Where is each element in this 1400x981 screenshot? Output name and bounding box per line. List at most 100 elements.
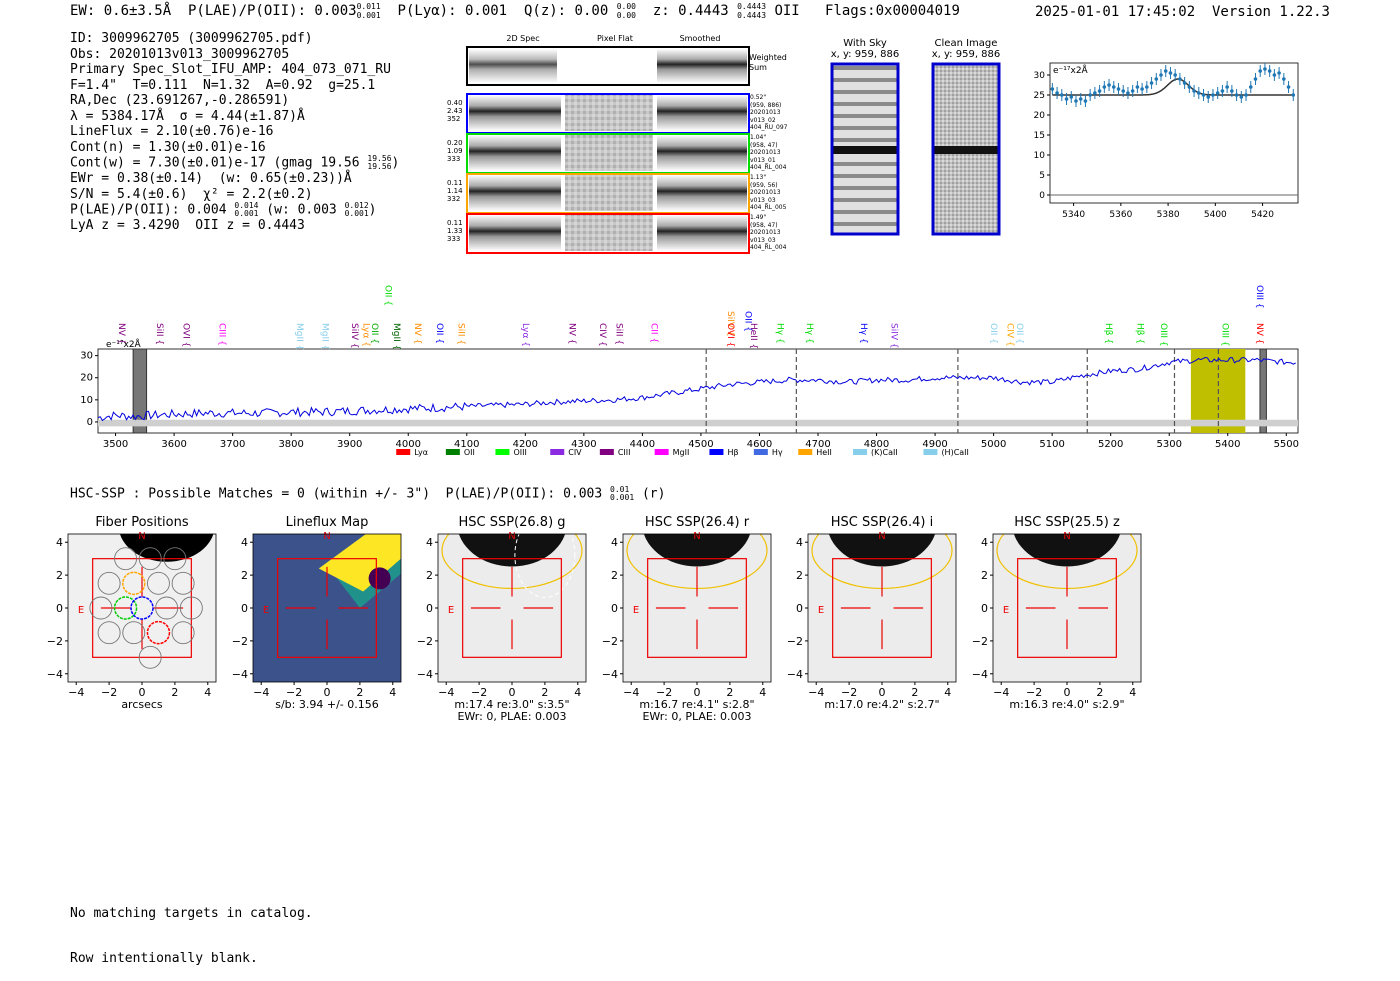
- compass-east: E: [448, 605, 454, 616]
- zoom-data-point: [1248, 85, 1253, 89]
- header-z-sup: 0.4443: [737, 2, 767, 11]
- zoom-data-point: [1230, 89, 1234, 93]
- hsc-ytick-label: 2: [611, 569, 618, 582]
- fiber-circle: [146, 571, 170, 595]
- full-line-label: OII {: [434, 323, 444, 344]
- hsc-caption-2: EWr: 0, PLAE: 0.003: [642, 710, 751, 723]
- hsc-xtick-label: 0: [879, 686, 886, 699]
- hsc-panel-title: Lineflux Map: [286, 515, 369, 530]
- full-legend-swatch: [550, 449, 565, 455]
- cutout-row-red: [466, 213, 750, 254]
- full-line-label: SiIV {: [889, 323, 899, 349]
- info-plae-text: P(LAE)/P(OII): 0.004: [70, 202, 227, 218]
- full-xtick-label: 4900: [922, 439, 947, 450]
- full-xtick-label: 4200: [513, 439, 538, 450]
- hsc-ytick-label: 0: [426, 602, 433, 615]
- hsc-summary-tail: (r): [641, 486, 666, 502]
- full-line-label: CIV {: [597, 323, 607, 347]
- hsc-xtick-label: 2: [1096, 686, 1103, 699]
- full-legend-swatch: [495, 449, 510, 455]
- info-plae-w-sub: 0.001: [344, 209, 369, 218]
- header-z-sub: 0.4443: [737, 11, 767, 20]
- zoom-data-point: [1286, 85, 1291, 89]
- hsc-panel-title: HSC SSP(26.8) g: [458, 515, 565, 530]
- hsc-ytick-label: 2: [981, 569, 988, 582]
- full-xtick-label: 4300: [571, 439, 596, 450]
- zoom-data-point: [1050, 87, 1055, 91]
- zoom-data-point: [1078, 97, 1083, 101]
- hsc-caption-1: arcsecs: [121, 698, 163, 711]
- info-lineflux: LineFlux = 2.10(±0.76)e-16: [70, 124, 274, 139]
- hsc-xtick-label: 2: [171, 686, 178, 699]
- full-xtick-label: 4400: [630, 439, 655, 450]
- hsc-xtick-label: 0: [324, 686, 331, 699]
- hsc-ytick-label: 4: [56, 536, 63, 549]
- zoom-data-point: [1121, 89, 1126, 93]
- full-xtick-label: 4100: [454, 439, 479, 450]
- header-datetime-version: 2025-01-01 17:45:02 Version 1.22.3: [1034, 4, 1330, 20]
- hsc-summary-text: HSC-SSP : Possible Matches = 0 (within +…: [70, 486, 603, 502]
- zoom-data-point: [1145, 85, 1149, 89]
- hsc-ytick-label: 4: [611, 536, 618, 549]
- fiber-circle: [130, 596, 154, 620]
- hsc-panels: Fiber PositionsNE−4−4−2−2002244arcsecsLi…: [47, 515, 1142, 723]
- hsc-ytick-label: 4: [796, 536, 803, 549]
- zoom-xtick-label: 5400: [1204, 210, 1227, 220]
- info-lambda: λ = 5384.17Å σ = 4.44(±1.87)Å: [70, 108, 305, 124]
- compass-east: E: [633, 605, 639, 616]
- cutout-panel: 2D Spec Pixel Flat Smoothed Weighted Sum: [445, 33, 795, 255]
- with-sky-frame: [830, 62, 900, 236]
- full-legend-label: Lyα: [414, 448, 428, 457]
- info-primary-spec: Primary Spec_Slot_IFU_AMP: 404_073_071_R…: [70, 62, 391, 77]
- hsc-search-box: [832, 558, 932, 658]
- hsc-panel-title: HSC SSP(25.5) z: [1014, 515, 1120, 530]
- hsc-xtick-label: −4: [808, 686, 824, 699]
- hsc-caption-1: m:17.4 re:3.0" s:3.5": [454, 698, 569, 711]
- full-line-label: MgII {: [294, 323, 304, 350]
- footer-notes: No matching targets in catalog. Row inte…: [70, 876, 313, 981]
- hsc-search-box: [277, 558, 377, 658]
- col-title-pixelflat: Pixel Flat: [597, 34, 633, 43]
- row1-right: 0.52" (959, 886) 20201013 v013_02 404_RU_097: [750, 94, 788, 131]
- row2-right: 1.04" (958, 47) 20201013 v013_01 404_RL_004: [750, 134, 787, 171]
- full-line-label: NV {: [412, 323, 422, 344]
- full-line-label: OVI {: [180, 323, 190, 347]
- full-xtick-label: 3900: [337, 439, 362, 450]
- full-legend-label: CIV: [568, 448, 582, 457]
- hsc-xtick-label: −2: [656, 686, 672, 699]
- full-line-label: OII {: [369, 323, 379, 344]
- full-legend-swatch: [654, 449, 669, 455]
- full-line-label: SiIV {: [725, 311, 735, 337]
- hsc-caption-1: s/b: 3.94 +/- 0.156: [275, 698, 379, 711]
- hsc-xtick-label: −2: [101, 686, 117, 699]
- fiber-circle: [171, 571, 195, 595]
- hsc-ytick-label: 0: [796, 602, 803, 615]
- full-line-label: Hβ {: [1103, 323, 1113, 344]
- hsc-caption-2: EWr: 0, PLAE: 0.003: [457, 710, 566, 723]
- full-xtick-label: 4500: [688, 439, 713, 450]
- zoom-data-point: [1206, 95, 1211, 99]
- zoom-data-point: [1291, 93, 1296, 97]
- full-line-label: Hγ {: [858, 323, 868, 344]
- full-legend-label: (H)CaII: [941, 448, 968, 457]
- hsc-search-box: [1017, 558, 1117, 658]
- zoom-data-point: [1272, 73, 1277, 77]
- hsc-ytick-label: −4: [47, 668, 63, 681]
- zoom-data-point: [1244, 93, 1248, 97]
- info-ewr: EWr = 0.38(±0.14) (w: 0.65(±0.23))Å: [70, 171, 352, 186]
- zoom-data-point: [1060, 93, 1064, 97]
- full-line-label: OII {: [1014, 323, 1024, 344]
- hsc-xtick-label: 4: [204, 686, 211, 699]
- zoom-data-point: [1130, 89, 1135, 93]
- info-radec: RA,Dec (23.691267,-0.286591): [70, 93, 290, 108]
- footer-line-1: No matching targets in catalog.: [70, 906, 313, 921]
- full-legend-label: MgII: [673, 448, 690, 457]
- full-legend-swatch: [396, 449, 411, 455]
- hsc-xtick-label: 4: [574, 686, 581, 699]
- info-plae-w: (w: 0.003: [266, 202, 337, 218]
- zoom-data-point: [1093, 91, 1097, 95]
- cutout-rows: [466, 93, 750, 254]
- fiber-circle: [97, 621, 121, 645]
- full-line-label: OII {: [382, 285, 392, 306]
- hsc-ytick-label: −4: [787, 668, 803, 681]
